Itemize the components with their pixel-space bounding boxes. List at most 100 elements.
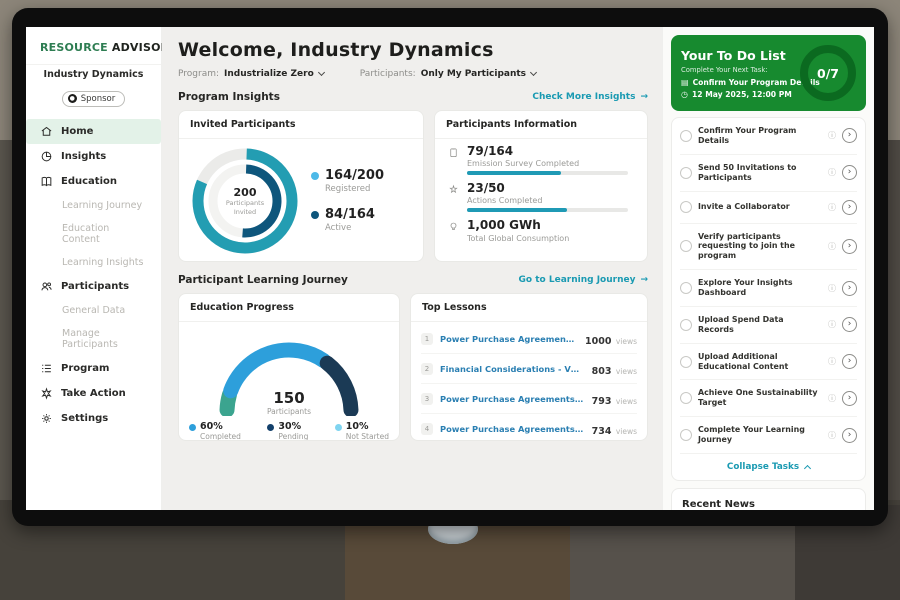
- sidebar-item-settings[interactable]: Settings: [26, 406, 161, 431]
- sidebar-item-manage-participants[interactable]: Manage Participants: [26, 322, 161, 356]
- stat-label: Actions Completed: [467, 196, 543, 206]
- stat-label: Total Global Consumption: [467, 233, 570, 243]
- stat-progress-fill: [467, 208, 567, 213]
- lesson-title-link[interactable]: Power Purchase Agreements 102: [440, 423, 585, 434]
- lesson-title-link[interactable]: Financial Considerations - VPPAs: [440, 363, 585, 374]
- monitor-bezel: RESOURCE ADVISOR+ Industry Dynamics ● Sp…: [12, 8, 888, 526]
- collapse-tasks-label: Collapse Tasks: [726, 461, 800, 472]
- chevron-right-icon[interactable]: ›: [842, 317, 857, 333]
- info-icon[interactable]: ⓘ: [828, 168, 836, 178]
- task-checkbox[interactable]: [680, 318, 692, 331]
- education-gauge-chart: 150 Participants: [209, 330, 369, 418]
- task-checkbox[interactable]: [680, 129, 692, 142]
- info-icon[interactable]: ⓘ: [828, 241, 836, 251]
- info-icon[interactable]: ⓘ: [828, 357, 836, 366]
- sidebar-item-take-action[interactable]: Take Action: [26, 381, 161, 406]
- learning-journey-header: Participant Learning Journey Go to Learn…: [178, 274, 648, 286]
- participants-icon: [40, 280, 53, 293]
- program-icon: [40, 362, 53, 375]
- sidebar-item-learning-insights[interactable]: Learning Insights: [26, 251, 161, 274]
- org-name: Industry Dynamics: [43, 69, 144, 80]
- info-icon[interactable]: ⓘ: [828, 202, 836, 212]
- sidebar-item-insights[interactable]: Insights: [26, 144, 161, 169]
- sidebar-item-program[interactable]: Program: [26, 356, 161, 381]
- brand-primary: RESOURCE: [40, 41, 108, 54]
- lesson-rank-badge: 3: [421, 392, 433, 405]
- gauge-legend-item: 30% Pending: [267, 421, 309, 441]
- chevron-right-icon[interactable]: ›: [842, 390, 857, 406]
- lesson-title-link[interactable]: Power Purchase Agreements 101: [440, 333, 578, 344]
- check-more-insights-link[interactable]: Check More Insights →: [532, 92, 648, 102]
- chevron-right-icon[interactable]: ›: [842, 280, 857, 296]
- task-checkbox[interactable]: [680, 282, 692, 294]
- sidebar-item-label: Learning Insights: [62, 256, 144, 268]
- info-icon[interactable]: ⓘ: [828, 131, 836, 141]
- participants-information-body: 79/164 Emission Survey Completed 23/50 A…: [435, 139, 647, 259]
- sidebar-item-label: Home: [61, 125, 94, 137]
- sponsor-badge[interactable]: ● Sponsor: [61, 90, 126, 107]
- info-icon[interactable]: ⓘ: [828, 430, 836, 440]
- filters-row: Program: Industrialize Zero Participants…: [178, 68, 648, 79]
- chevron-right-icon[interactable]: ›: [842, 128, 857, 144]
- chevron-right-icon[interactable]: ›: [842, 199, 857, 215]
- clipboard-icon: ▤: [681, 77, 689, 87]
- info-icon[interactable]: ⓘ: [828, 283, 836, 293]
- arrow-right-icon: →: [640, 275, 648, 285]
- program-filter[interactable]: Program: Industrialize Zero: [178, 68, 325, 79]
- sidebar-item-learning-journey[interactable]: Learning Journey: [26, 194, 161, 217]
- go-to-learning-journey-link[interactable]: Go to Learning Journey →: [519, 275, 648, 285]
- sidebar-item-education-content[interactable]: Education Content: [26, 217, 161, 251]
- task-label: Achieve One Sustainability Target: [698, 388, 818, 408]
- main-content: Welcome, Industry Dynamics Program: Indu…: [162, 27, 662, 510]
- go-to-learning-journey-label: Go to Learning Journey: [518, 275, 636, 285]
- sponsor-label: Sponsor: [80, 93, 116, 104]
- todo-summary-text: Your To Do List Complete Your Next Task:…: [681, 48, 820, 99]
- participants-filter[interactable]: Participants: Only My Participants: [360, 68, 538, 79]
- task-checkbox[interactable]: [680, 392, 692, 405]
- legend-item: 84/164 Active: [311, 208, 384, 233]
- task-checkbox[interactable]: [680, 240, 692, 253]
- program-insights-header: Program Insights Check More Insights →: [178, 91, 648, 103]
- legend-dot: [311, 172, 319, 180]
- todo-next-task: ▤ Confirm Your Program Details: [681, 77, 820, 87]
- task-checkbox[interactable]: [680, 201, 692, 213]
- task-label: Invite a Collaborator: [698, 202, 790, 212]
- sidebar-item-participants[interactable]: Participants: [26, 274, 161, 299]
- insights-icon: [40, 150, 53, 163]
- lesson-title-link[interactable]: Power Purchase Agreements 101: [440, 393, 585, 404]
- task-checkbox[interactable]: [680, 429, 692, 441]
- todo-task-list: Confirm Your Program Details ⓘ › Send 50…: [671, 117, 866, 481]
- lesson-row: 4 Power Purchase Agreements 102 734 view…: [421, 414, 637, 440]
- education-progress-title: Education Progress: [179, 294, 399, 322]
- sidebar-item-education[interactable]: Education: [26, 169, 161, 194]
- stat-progress-track: [467, 171, 629, 176]
- sidebar-nav: Home Insights Education Learning Journey…: [26, 118, 161, 431]
- gauge-legend-dot: [334, 424, 342, 431]
- sidebar-item-label: Education: [61, 175, 117, 187]
- info-icon[interactable]: ⓘ: [828, 393, 836, 403]
- task-checkbox[interactable]: [680, 166, 692, 179]
- background-right: [886, 140, 900, 600]
- sidebar-item-label: Education Content: [62, 222, 110, 245]
- task-checkbox[interactable]: [680, 355, 692, 368]
- sidebar-item-home[interactable]: Home: [26, 118, 161, 144]
- todo-task-row: Send 50 Invitations to Participants ⓘ ›: [680, 155, 857, 192]
- donut-center-label: Participants Invited: [225, 199, 265, 216]
- invited-participants-card: Invited Participants 200 Participants In…: [178, 110, 424, 262]
- sidebar-item-general-data[interactable]: General Data: [26, 299, 161, 322]
- info-icon[interactable]: ⓘ: [828, 320, 836, 330]
- chevron-right-icon[interactable]: ›: [842, 427, 857, 443]
- task-label: Complete Your Learning Journey: [698, 425, 805, 444]
- gauge-legend-label: Pending: [278, 432, 309, 441]
- chevron-right-icon[interactable]: ›: [842, 165, 857, 181]
- chevron-right-icon[interactable]: ›: [842, 238, 857, 254]
- collapse-tasks-link[interactable]: Collapse Tasks: [680, 454, 857, 480]
- sidebar-item-label: General Data: [62, 304, 126, 316]
- todo-summary-card: Your To Do List Complete Your Next Task:…: [671, 35, 866, 111]
- app-logo: RESOURCE ADVISOR+: [26, 37, 179, 64]
- sidebar-item-label: Insights: [61, 150, 107, 162]
- gauge-legend-dot: [267, 424, 275, 431]
- clock-icon: ◷: [681, 89, 688, 99]
- chevron-right-icon[interactable]: ›: [842, 354, 857, 369]
- home-icon: [40, 125, 53, 138]
